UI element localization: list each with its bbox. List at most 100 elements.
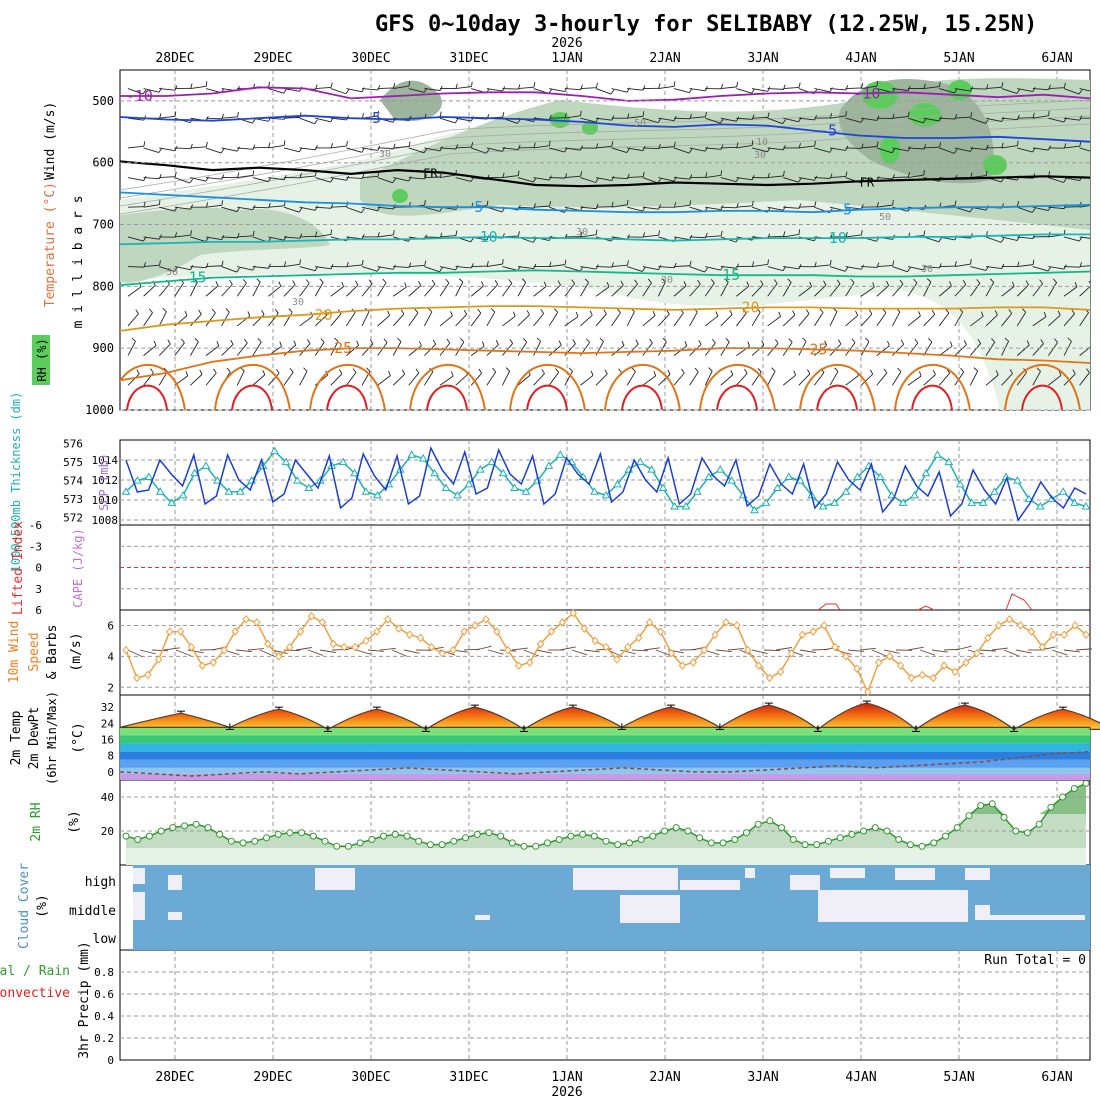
isotherm-line [120,160,1090,188]
wind-barb [627,115,644,119]
wind-barb [767,316,781,327]
date-label-top: 2JAN [649,51,680,66]
isotherm-label: 10 [480,228,498,246]
rh2m-point [661,827,669,835]
wind-barb [642,266,659,271]
wind-barb-flag [131,337,136,342]
rh2m-point [754,820,762,828]
wind-barb [424,176,441,179]
wind10m-point [264,639,272,649]
wind-barb-flag [571,279,576,284]
wind-barb [127,145,144,149]
rh2m-point [684,827,692,835]
wind-barb-flag [661,278,666,283]
wind10m-point [1049,630,1057,639]
rh-legend: RH (%) [32,335,50,385]
wind-barb [486,284,499,297]
wind-barb-flag [774,339,779,344]
wind-barb-flag [352,368,357,373]
wind-barb [564,371,573,386]
rh-band-mid-left [120,207,330,283]
wind-barb [205,117,223,120]
thickness-point [704,472,714,480]
wind-barb [798,373,811,386]
rh2m-point [497,832,505,840]
isotherm-25-cell [1004,364,1081,410]
wind10m-barb [1063,649,1080,653]
wind-barb-flag [704,146,708,152]
wind-barb-flag [689,234,693,240]
wind-barb-flag [314,119,318,124]
wind-barb-flag [471,142,474,148]
wind10m-point [809,627,817,636]
wind-barb [1079,205,1090,208]
wind-barb [455,314,468,327]
rh2m-point [707,839,715,847]
wind-barb-flag [540,309,545,314]
wind-barb-flag [471,263,474,269]
wind10m-point [700,645,708,655]
rh-contour-label: 50 [634,118,646,129]
rh-moist-patch [392,189,408,203]
temp-tick-label: 16 [101,734,114,747]
wind-barb [158,311,167,327]
wind-barb-flag [1063,178,1067,183]
rh2m-point [157,827,165,835]
wind-barb [470,312,482,327]
wind10m-point [744,645,752,655]
wind-barb [782,282,792,297]
wind-barb [564,266,581,272]
wind-barb [876,312,887,327]
wind-barb [642,147,659,150]
wind10m-point [613,655,621,664]
rh2m-point [520,842,528,850]
wind-barb-flag [257,338,262,343]
wind-barb-flag [481,341,485,347]
wind-barb [1048,266,1065,270]
thickness-point [613,479,622,488]
wind10m-point [307,611,316,621]
ylabel-barbs: & Barbs [45,625,60,680]
wind-barb-flag [787,278,792,283]
wind-barb [923,281,932,297]
cloud-clear-patch [133,868,145,884]
wind-barb [299,206,316,211]
rh2m-point [403,832,411,840]
cloud-clear-patch [475,915,490,920]
wind10m-barb [1003,649,1020,657]
wind-barb [798,286,812,297]
wind-barb [408,312,419,327]
wind-barb-flag [330,229,333,235]
wind-barb-flag [892,199,894,206]
thickness-point [1081,502,1091,510]
wind10m-point [765,673,774,683]
rh2m-point [145,832,153,840]
wind-barb [221,284,233,297]
wind-barb [845,87,862,89]
wind-barb-flag [1001,116,1005,122]
wind10m-point [798,630,807,639]
wind-barb [268,177,285,181]
wind-barb [502,88,519,90]
wind-barb [783,177,799,183]
thickness-point [235,487,245,495]
wind-barb [424,371,434,386]
wind-barb-flag [174,111,177,117]
wind-barb-flag [658,83,661,89]
rh2m-point [977,802,985,809]
rh2m-point [1000,813,1008,821]
rh2m-ylabel: 2m RH [29,802,44,841]
wind-barb [252,266,269,269]
wind-barb [611,88,628,93]
wind-barb-flag [595,229,598,235]
wind-barb [268,144,285,149]
wind-barb [985,314,998,327]
wind-barb-flag [705,172,708,178]
isotherm-30-cell [126,384,168,410]
wind-barb-flag [751,140,754,146]
wind-barb-flag [980,311,984,317]
wind-barb [673,236,690,241]
wind-barb-flag [855,310,859,316]
wind-barb-flag [883,368,888,374]
wind-barb-flag [900,339,905,345]
